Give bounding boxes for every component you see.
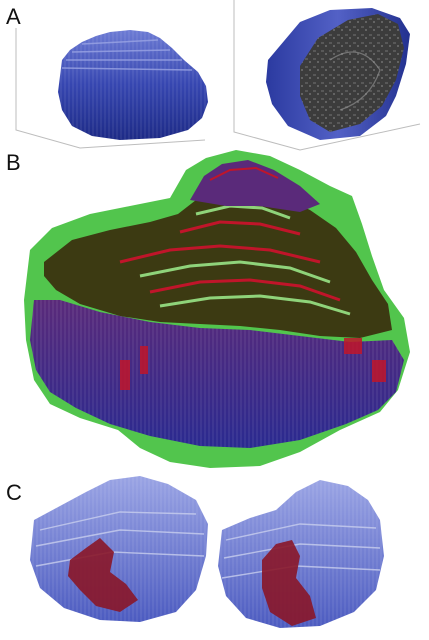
mri-slice <box>300 14 404 132</box>
panel-b-voxel-reconstruction <box>24 150 410 468</box>
red-region <box>68 538 138 612</box>
red-region <box>262 540 316 626</box>
panel-label-a: A <box>6 4 21 29</box>
panel-label-c: C <box>6 480 22 505</box>
panel-c-left-voxel-volume <box>30 476 208 622</box>
panel-c-right-voxel-volume <box>218 480 384 628</box>
panel-label-b: B <box>6 150 21 175</box>
panel-a-right-voxel-volume <box>266 8 410 140</box>
panel-a-left-voxel-volume <box>58 30 208 140</box>
panel-a-axes <box>15 0 421 151</box>
